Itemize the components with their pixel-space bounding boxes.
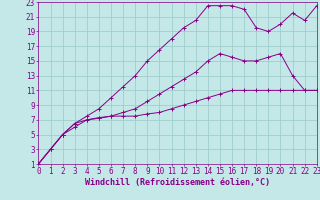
X-axis label: Windchill (Refroidissement éolien,°C): Windchill (Refroidissement éolien,°C) (85, 178, 270, 187)
